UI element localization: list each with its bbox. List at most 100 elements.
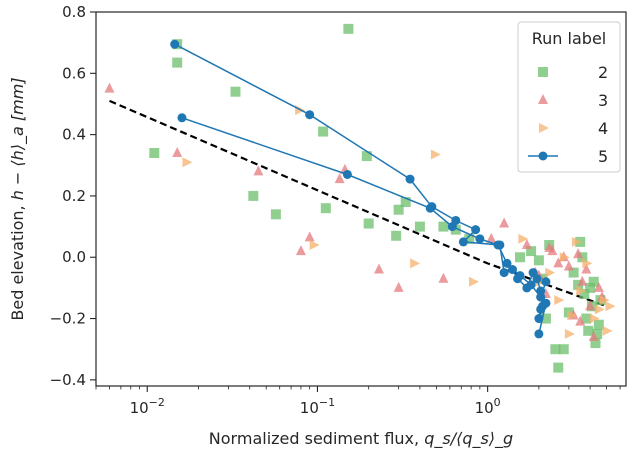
data-point-series-5 [534, 314, 544, 324]
data-point-series-2 [581, 313, 592, 324]
data-point-series-3 [486, 232, 497, 243]
data-point-series-3 [499, 217, 510, 228]
data-point-series-3 [374, 263, 385, 274]
x-axis: 10−2 10−1 100 [95, 386, 621, 417]
legend-entry-4: 4 [539, 119, 608, 138]
data-point-series-2 [568, 267, 579, 278]
data-point-series-5 [541, 277, 551, 287]
data-point-series-3 [575, 315, 586, 326]
data-point-series-5 [526, 280, 536, 290]
data-point-series-4 [599, 295, 610, 306]
x-axis-label-math: q_s/⟨q_s⟩_g [424, 429, 513, 449]
y-tick-label: 0.0 [62, 248, 86, 266]
x-tick-label: 10−1 [300, 396, 335, 417]
data-point-series-3 [585, 300, 596, 311]
data-point-series-2 [515, 252, 526, 263]
y-tick-label: −0.4 [50, 371, 86, 389]
data-point-series-2 [526, 246, 537, 257]
data-point-series-4 [309, 239, 320, 250]
points-layer [104, 23, 616, 373]
data-point-series-3 [553, 257, 564, 268]
data-point-series-2 [438, 221, 449, 232]
y-tick-label: 0.2 [62, 187, 86, 205]
data-point-series-4 [589, 313, 600, 324]
data-point-series-4 [582, 258, 593, 269]
legend: Run label 2 3 4 5 [517, 21, 621, 173]
data-point-series-5 [475, 234, 485, 244]
data-point-series-4 [468, 276, 479, 287]
series-5-group [177, 113, 551, 302]
legend-label-5: 5 [598, 147, 608, 166]
data-point-series-5 [458, 237, 468, 247]
y-axis: −0.4 −0.2 0.0 0.2 0.4 0.6 0.8 [50, 3, 96, 389]
y-tick-label: −0.2 [50, 310, 86, 328]
data-point-series-3 [581, 263, 592, 274]
y-tick-label: 0.4 [62, 126, 86, 144]
data-point-series-4 [410, 258, 421, 269]
data-point-series-5 [305, 110, 315, 120]
data-point-series-5 [541, 298, 551, 308]
data-point-series-5 [342, 169, 352, 179]
legend-entry-3: 3 [538, 91, 608, 110]
data-point-series-5 [536, 292, 546, 302]
data-point-series-2 [400, 197, 411, 208]
data-point-series-2 [414, 221, 425, 232]
data-point-series-2 [318, 126, 329, 137]
y-tick-label: 0.6 [62, 64, 86, 82]
data-point-series-3 [593, 281, 604, 292]
data-point-series-5 [536, 304, 546, 314]
legend-title: Run label [532, 29, 606, 48]
data-point-series-4 [545, 267, 556, 278]
data-point-series-4 [605, 301, 616, 312]
data-point-series-3 [304, 231, 315, 242]
data-point-series-5 [425, 203, 435, 213]
data-point-series-3 [544, 242, 555, 253]
data-point-series-2 [590, 338, 601, 349]
data-point-series-3 [521, 238, 532, 249]
data-point-series-2 [248, 190, 259, 201]
data-point-series-4 [554, 295, 565, 306]
data-point-series-2 [149, 148, 160, 159]
data-point-series-2 [579, 289, 590, 300]
data-point-series-2 [363, 218, 374, 229]
x-axis-label: Normalized sediment flux, q_s/⟨q_s⟩_g [209, 429, 513, 449]
data-point-series-4 [571, 236, 582, 247]
legend-entries: 2 3 4 5 [528, 63, 608, 166]
trend-line [109, 99, 607, 308]
y-tick-label: 0.8 [62, 3, 86, 21]
data-point-series-5 [177, 113, 187, 123]
data-point-series-4 [567, 310, 578, 321]
y-axis-label: Bed elevation, h − ⟨h⟩_a [mm] [8, 77, 28, 320]
data-point-series-2 [393, 204, 404, 215]
data-point-series-2 [450, 224, 461, 235]
data-point-series-2 [540, 313, 551, 324]
data-point-series-2 [343, 23, 354, 34]
data-point-series-4 [430, 149, 441, 160]
data-point-series-3 [577, 275, 588, 286]
data-point-series-3 [438, 272, 449, 283]
data-point-series-2 [583, 325, 594, 336]
data-point-series-2 [550, 344, 561, 355]
data-point-series-5 [515, 271, 525, 281]
data-point-series-2 [558, 344, 569, 355]
data-point-series-3 [588, 330, 599, 341]
legend-marker-3 [538, 94, 548, 104]
data-point-series-5 [471, 225, 481, 235]
data-point-series-4 [602, 325, 613, 336]
data-point-series-3 [104, 82, 115, 93]
data-point-series-5 [502, 258, 512, 268]
data-point-series-5 [170, 39, 180, 49]
data-point-series-3 [334, 173, 345, 184]
legend-label-2: 2 [598, 63, 608, 82]
x-tick-label: 10−2 [130, 396, 165, 417]
legend-marker-2 [538, 67, 548, 77]
y-axis-label-math: h − ⟨h⟩_a [mm] [8, 77, 28, 200]
trend-layer [109, 99, 607, 308]
data-point-series-2 [553, 362, 564, 373]
data-point-series-2 [533, 255, 544, 266]
data-point-series-5 [447, 222, 457, 232]
data-point-series-5 [534, 329, 544, 339]
data-point-series-2 [588, 276, 599, 287]
data-point-series-5 [532, 274, 542, 284]
